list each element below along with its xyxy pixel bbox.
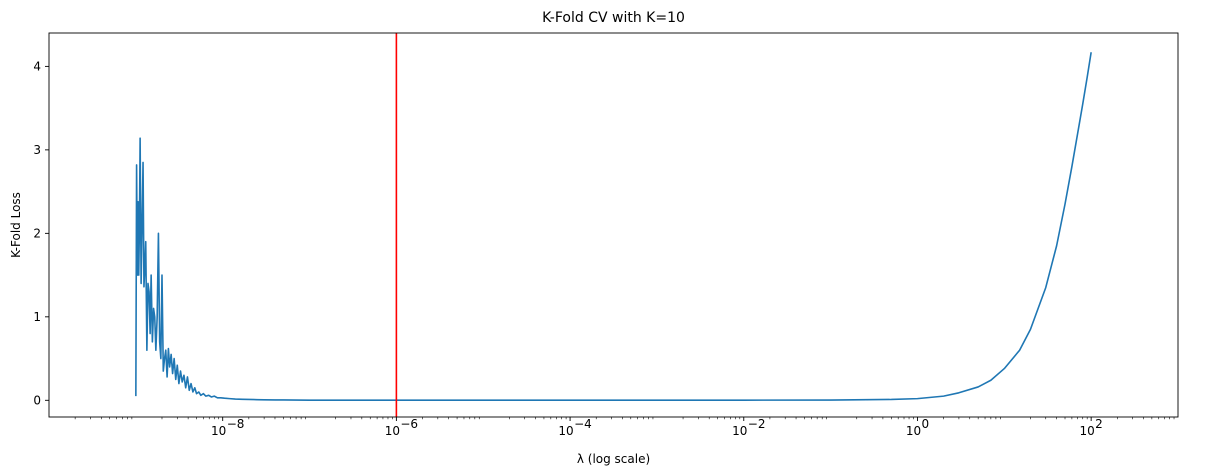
chart-title: K-Fold CV with K=10 [542, 10, 685, 26]
x-axis-ticks: 10 −8 10 −6 10 −4 10 −2 10 0 10 2 [74, 417, 1175, 438]
y-tick-label: 0 [33, 393, 41, 407]
x-tick-exponent: −6 [400, 417, 418, 431]
plot-frame [48, 32, 1179, 418]
x-tick-exponent: −4 [574, 417, 592, 431]
x-tick-label: 10 [906, 424, 921, 438]
x-tick-label: 10 [558, 424, 573, 438]
x-tick-label: 10 [211, 424, 226, 438]
plot-area [48, 32, 1179, 418]
y-axis-label: K-Fold Loss [9, 192, 23, 258]
x-tick-exponent: 0 [921, 417, 929, 431]
x-tick-label: 10 [1080, 424, 1095, 438]
x-tick-exponent: −2 [748, 417, 766, 431]
y-tick-label: 1 [33, 310, 41, 324]
x-axis-label: λ (log scale) [577, 452, 650, 466]
x-tick-label: 10 [732, 424, 747, 438]
x-tick-exponent: 2 [1095, 417, 1103, 431]
y-tick-label: 2 [33, 226, 41, 240]
x-tick-exponent: −8 [227, 417, 245, 431]
y-axis-ticks: 0 1 2 3 4 [33, 59, 49, 407]
y-tick-label: 4 [33, 59, 41, 73]
x-tick-label: 10 [385, 424, 400, 438]
y-tick-label: 3 [33, 143, 41, 157]
series-line [135, 52, 1092, 402]
